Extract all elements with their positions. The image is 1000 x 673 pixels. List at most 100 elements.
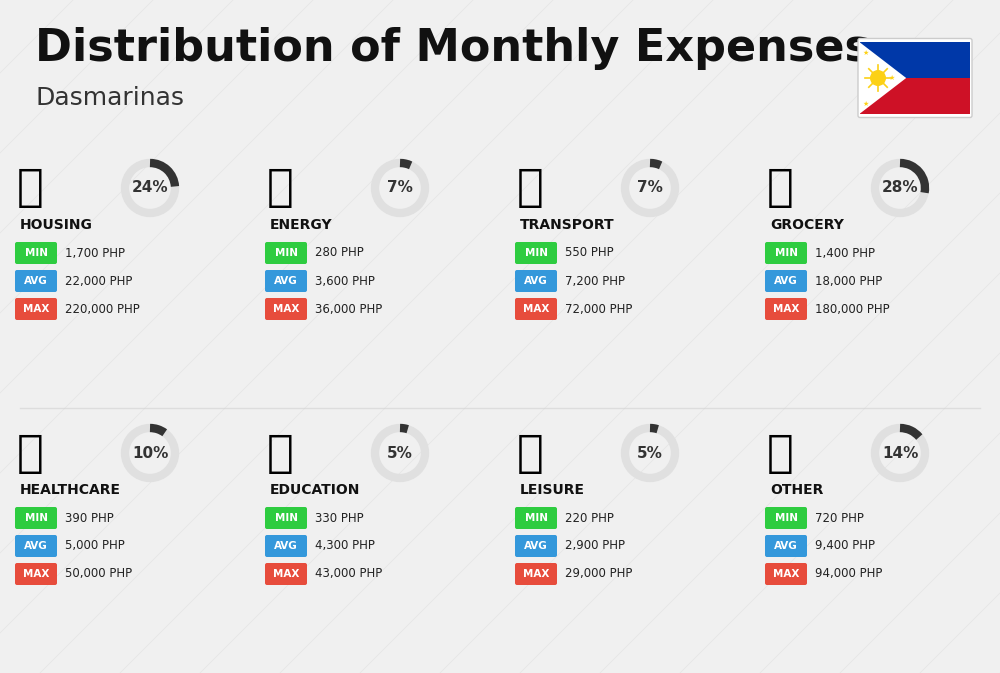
Text: MIN: MIN (274, 513, 298, 523)
Circle shape (870, 70, 886, 86)
Text: AVG: AVG (24, 541, 48, 551)
Text: Distribution of Monthly Expenses: Distribution of Monthly Expenses (35, 26, 871, 69)
FancyBboxPatch shape (515, 270, 557, 292)
Text: ENERGY: ENERGY (270, 218, 333, 232)
Text: ★: ★ (863, 100, 869, 106)
Text: 29,000 PHP: 29,000 PHP (565, 567, 632, 581)
Text: MAX: MAX (523, 304, 549, 314)
Text: AVG: AVG (24, 276, 48, 286)
FancyBboxPatch shape (858, 38, 972, 118)
FancyBboxPatch shape (265, 242, 307, 264)
Text: AVG: AVG (274, 276, 298, 286)
Text: LEISURE: LEISURE (520, 483, 585, 497)
FancyBboxPatch shape (765, 270, 807, 292)
Text: 1,400 PHP: 1,400 PHP (815, 246, 875, 260)
Text: 🎓: 🎓 (267, 431, 293, 474)
Text: 5%: 5% (637, 446, 663, 460)
Polygon shape (860, 78, 970, 114)
FancyBboxPatch shape (15, 298, 57, 320)
Text: MIN: MIN (774, 248, 798, 258)
FancyBboxPatch shape (15, 270, 57, 292)
Text: EDUCATION: EDUCATION (270, 483, 360, 497)
Text: 18,000 PHP: 18,000 PHP (815, 275, 882, 287)
Text: 220 PHP: 220 PHP (565, 511, 614, 524)
Text: MAX: MAX (273, 569, 299, 579)
Text: 14%: 14% (882, 446, 918, 460)
FancyBboxPatch shape (765, 563, 807, 585)
Text: 24%: 24% (132, 180, 168, 195)
Text: 🏢: 🏢 (17, 166, 43, 209)
Text: 7%: 7% (387, 180, 413, 195)
FancyBboxPatch shape (765, 298, 807, 320)
Text: AVG: AVG (774, 276, 798, 286)
Text: OTHER: OTHER (770, 483, 823, 497)
FancyBboxPatch shape (265, 563, 307, 585)
Text: AVG: AVG (274, 541, 298, 551)
Text: 3,600 PHP: 3,600 PHP (315, 275, 375, 287)
FancyBboxPatch shape (15, 242, 57, 264)
Text: MAX: MAX (23, 304, 49, 314)
Text: GROCERY: GROCERY (770, 218, 844, 232)
Text: MIN: MIN (524, 248, 548, 258)
FancyBboxPatch shape (765, 242, 807, 264)
Text: AVG: AVG (524, 276, 548, 286)
Text: 10%: 10% (132, 446, 168, 460)
Text: AVG: AVG (524, 541, 548, 551)
Text: HEALTHCARE: HEALTHCARE (20, 483, 121, 497)
Text: ★: ★ (863, 50, 869, 55)
FancyBboxPatch shape (265, 535, 307, 557)
Text: MAX: MAX (773, 569, 799, 579)
Text: 7%: 7% (637, 180, 663, 195)
Text: 🚌: 🚌 (517, 166, 543, 209)
Text: MIN: MIN (774, 513, 798, 523)
FancyBboxPatch shape (515, 507, 557, 529)
FancyBboxPatch shape (765, 507, 807, 529)
Text: MAX: MAX (773, 304, 799, 314)
FancyBboxPatch shape (15, 563, 57, 585)
Text: 36,000 PHP: 36,000 PHP (315, 302, 382, 316)
Text: 43,000 PHP: 43,000 PHP (315, 567, 382, 581)
Text: 72,000 PHP: 72,000 PHP (565, 302, 632, 316)
FancyBboxPatch shape (515, 242, 557, 264)
Text: MIN: MIN (24, 248, 48, 258)
Text: HOUSING: HOUSING (20, 218, 93, 232)
Text: 330 PHP: 330 PHP (315, 511, 364, 524)
FancyBboxPatch shape (765, 535, 807, 557)
Text: 5%: 5% (387, 446, 413, 460)
Text: Dasmarinas: Dasmarinas (35, 86, 184, 110)
Text: 220,000 PHP: 220,000 PHP (65, 302, 140, 316)
Text: AVG: AVG (774, 541, 798, 551)
Text: ★: ★ (889, 75, 895, 81)
Text: MAX: MAX (23, 569, 49, 579)
Polygon shape (860, 42, 906, 114)
FancyBboxPatch shape (265, 507, 307, 529)
FancyBboxPatch shape (515, 563, 557, 585)
Text: 50,000 PHP: 50,000 PHP (65, 567, 132, 581)
FancyBboxPatch shape (515, 535, 557, 557)
Text: 28%: 28% (882, 180, 918, 195)
Text: 4,300 PHP: 4,300 PHP (315, 540, 375, 553)
FancyBboxPatch shape (265, 298, 307, 320)
Text: MAX: MAX (273, 304, 299, 314)
Text: 5,000 PHP: 5,000 PHP (65, 540, 125, 553)
Text: 2,900 PHP: 2,900 PHP (565, 540, 625, 553)
Text: TRANSPORT: TRANSPORT (520, 218, 615, 232)
FancyBboxPatch shape (265, 270, 307, 292)
Text: 💰: 💰 (767, 431, 793, 474)
Text: MAX: MAX (523, 569, 549, 579)
Text: 💗: 💗 (17, 431, 43, 474)
FancyBboxPatch shape (15, 507, 57, 529)
Text: 280 PHP: 280 PHP (315, 246, 364, 260)
FancyBboxPatch shape (15, 535, 57, 557)
Text: 🔌: 🔌 (267, 166, 293, 209)
FancyBboxPatch shape (515, 298, 557, 320)
Text: 94,000 PHP: 94,000 PHP (815, 567, 882, 581)
Text: 720 PHP: 720 PHP (815, 511, 864, 524)
Text: 22,000 PHP: 22,000 PHP (65, 275, 132, 287)
Text: MIN: MIN (524, 513, 548, 523)
Text: MIN: MIN (274, 248, 298, 258)
Polygon shape (860, 42, 970, 78)
Text: 550 PHP: 550 PHP (565, 246, 614, 260)
Text: 390 PHP: 390 PHP (65, 511, 114, 524)
Text: 🛍️: 🛍️ (517, 431, 543, 474)
